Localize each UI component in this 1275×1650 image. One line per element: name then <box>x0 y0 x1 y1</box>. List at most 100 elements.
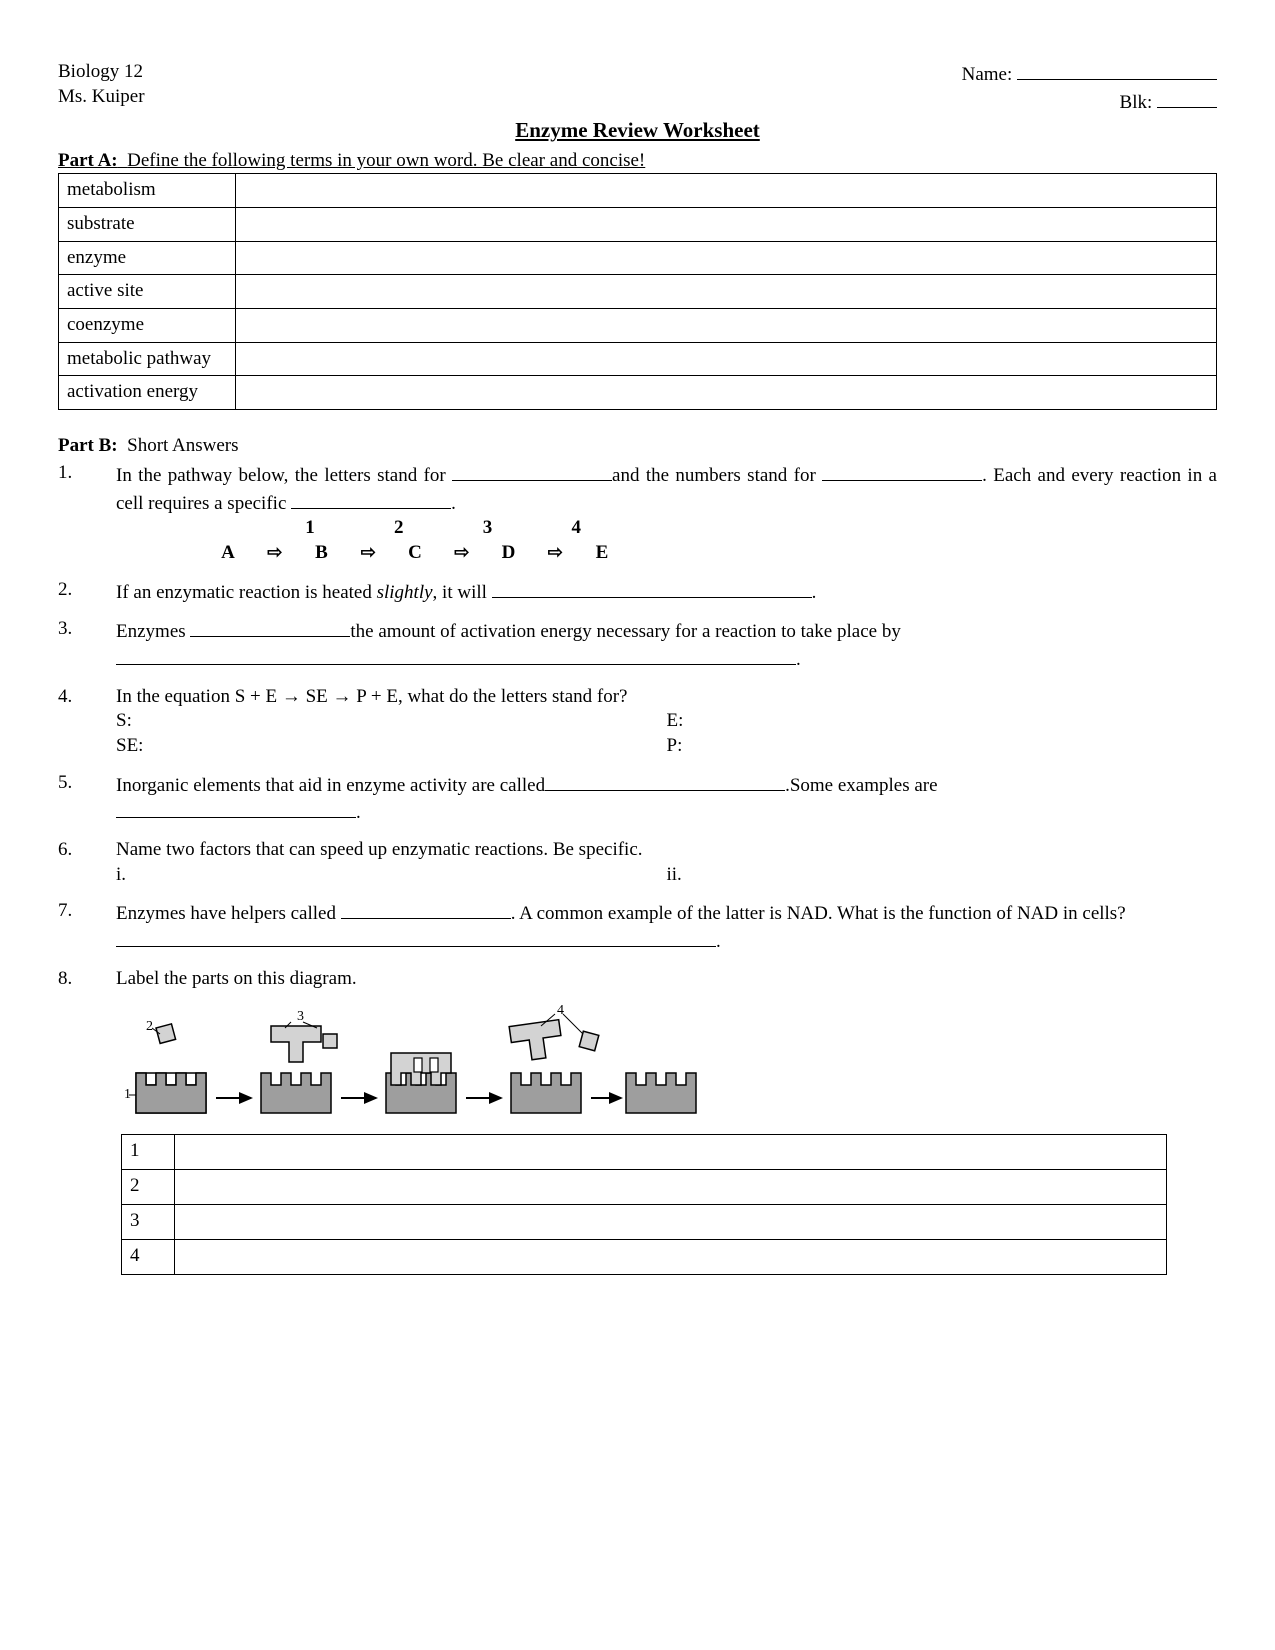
q2-end: . <box>812 582 817 603</box>
definition-blank[interactable] <box>236 376 1217 410</box>
part-b-heading: Part B: <box>58 435 118 456</box>
q5-pre: Inorganic elements that aid in enzyme ac… <box>116 775 545 796</box>
q4-e: E: <box>667 709 1218 734</box>
enzyme-stage-4: 4 <box>509 1003 599 1113</box>
table-row: metabolic pathway <box>59 342 1217 376</box>
label-num: 2 <box>122 1169 175 1204</box>
term-cell: metabolism <box>59 174 236 208</box>
enzyme-stage-2: 3 <box>261 1009 337 1113</box>
pathway-letter: E <box>590 541 614 566</box>
table-row: enzyme <box>59 241 1217 275</box>
label-num: 4 <box>122 1239 175 1274</box>
question-2: 2. If an enzymatic reaction is heated sl… <box>58 578 1217 606</box>
label-num: 3 <box>122 1204 175 1239</box>
table-row: active site <box>59 275 1217 309</box>
part-b-subtitle: Short Answers <box>127 435 238 456</box>
label-blank[interactable] <box>175 1204 1167 1239</box>
definition-blank[interactable] <box>236 342 1217 376</box>
arrow-icon: ⇨ <box>432 541 492 564</box>
table-row: activation energy <box>59 376 1217 410</box>
label-table: 1 2 3 4 <box>121 1134 1167 1275</box>
worksheet-title: Enzyme Review Worksheet <box>58 117 1217 144</box>
definition-blank[interactable] <box>236 309 1217 343</box>
q7-mid: . A common example of the latter is NAD.… <box>511 903 1126 924</box>
q4-text: In the equation S + E → SE → P + E, what… <box>116 685 1217 759</box>
q1-blank-3[interactable] <box>291 489 451 509</box>
q7-blank-2[interactable] <box>116 927 716 947</box>
enzyme-stage-5 <box>626 1073 696 1113</box>
questions-list: 1. In the pathway below, the letters sta… <box>58 461 1217 1275</box>
q6-i: i. <box>116 863 667 888</box>
q3-pre: Enzymes <box>116 621 190 642</box>
term-cell: metabolic pathway <box>59 342 236 376</box>
q4-s: S: <box>116 709 667 734</box>
q8-line: Label the parts on this diagram. <box>116 967 1217 992</box>
question-number: 3. <box>58 617 116 672</box>
question-number: 4. <box>58 685 116 759</box>
enzyme-stage-3 <box>386 1053 456 1113</box>
q2-blank[interactable] <box>492 578 812 598</box>
q6-line: Name two factors that can speed up enzym… <box>116 838 1217 863</box>
label-blank[interactable] <box>175 1134 1167 1169</box>
label-blank[interactable] <box>175 1169 1167 1204</box>
label-blank[interactable] <box>175 1239 1167 1274</box>
q1-text: In the pathway below, the letters stand … <box>116 461 1217 516</box>
q5-blank-1[interactable] <box>545 771 785 791</box>
name-blank[interactable] <box>1017 60 1217 80</box>
pathway-num: 3 <box>446 516 530 541</box>
q3-blank-1[interactable] <box>190 617 350 637</box>
term-cell: active site <box>59 275 236 309</box>
definition-blank[interactable] <box>236 275 1217 309</box>
part-a-heading: Part A: <box>58 150 118 171</box>
definition-blank[interactable] <box>236 241 1217 275</box>
q5-blank-2[interactable] <box>116 798 356 818</box>
worksheet-header: Biology 12 Ms. Kuiper Name: Blk: <box>58 60 1217 115</box>
q6-text: Name two factors that can speed up enzym… <box>116 838 1217 887</box>
q1-pre: In the pathway below, the letters stand … <box>116 465 452 486</box>
blk-blank[interactable] <box>1157 88 1217 108</box>
pathway-letter: C <box>403 541 427 566</box>
q8-body: Label the parts on this diagram. <box>116 967 1217 1275</box>
question-number: 8. <box>58 967 116 1275</box>
arrow-icon: ⇨ <box>525 541 585 564</box>
question-number: 7. <box>58 899 116 954</box>
definition-blank[interactable] <box>236 174 1217 208</box>
pathway-letter: D <box>497 541 521 566</box>
callout-4: 4 <box>557 1003 564 1018</box>
pathway-numbers: 1 2 3 4 <box>216 516 1217 541</box>
q3-blank-2[interactable] <box>116 645 796 665</box>
q5-post: .Some examples are <box>785 775 937 796</box>
part-a-instruction: Part A: Define the following terms in yo… <box>58 149 1217 174</box>
question-number: 6. <box>58 838 116 887</box>
pathway-num: 2 <box>357 516 441 541</box>
teacher-name: Ms. Kuiper <box>58 85 145 110</box>
q4-se: SE: <box>116 734 667 759</box>
question-3: 3. Enzymes the amount of activation ener… <box>58 617 1217 672</box>
question-4: 4. In the equation S + E → SE → P + E, w… <box>58 685 1217 759</box>
question-6: 6. Name two factors that can speed up en… <box>58 838 1217 887</box>
question-number: 5. <box>58 771 116 826</box>
q2-pre: If an enzymatic reaction is heated <box>116 582 377 603</box>
callout-2: 2 <box>146 1019 153 1034</box>
q4-p: P: <box>667 734 1218 759</box>
term-cell: activation energy <box>59 376 236 410</box>
table-row: 3 <box>122 1204 1167 1239</box>
definition-blank[interactable] <box>236 208 1217 242</box>
pathway-num: 4 <box>534 516 618 541</box>
q1-blank-1[interactable] <box>452 461 612 481</box>
q7-blank-1[interactable] <box>341 899 511 919</box>
table-row: 1 <box>122 1134 1167 1169</box>
q3-text: Enzymes the amount of activation energy … <box>116 617 1217 672</box>
pathway-letter: B <box>310 541 334 566</box>
arrow-icon: ⇨ <box>245 541 305 564</box>
q1-blank-2[interactable] <box>822 461 982 481</box>
question-8: 8. Label the parts on this diagram. <box>58 967 1217 1275</box>
q6-ii: ii. <box>667 863 1218 888</box>
question-number: 1. <box>58 461 116 566</box>
table-row: 4 <box>122 1239 1167 1274</box>
q1-mid: and the numbers stand for <box>612 465 822 486</box>
part-b-heading-row: Part B: Short Answers <box>58 434 1217 459</box>
enzyme-diagram-container: 1 2 3 <box>116 998 1217 1128</box>
part-a-text: Define the following terms in your own w… <box>127 150 645 171</box>
enzyme-stage-1: 1 2 <box>124 1019 206 1113</box>
